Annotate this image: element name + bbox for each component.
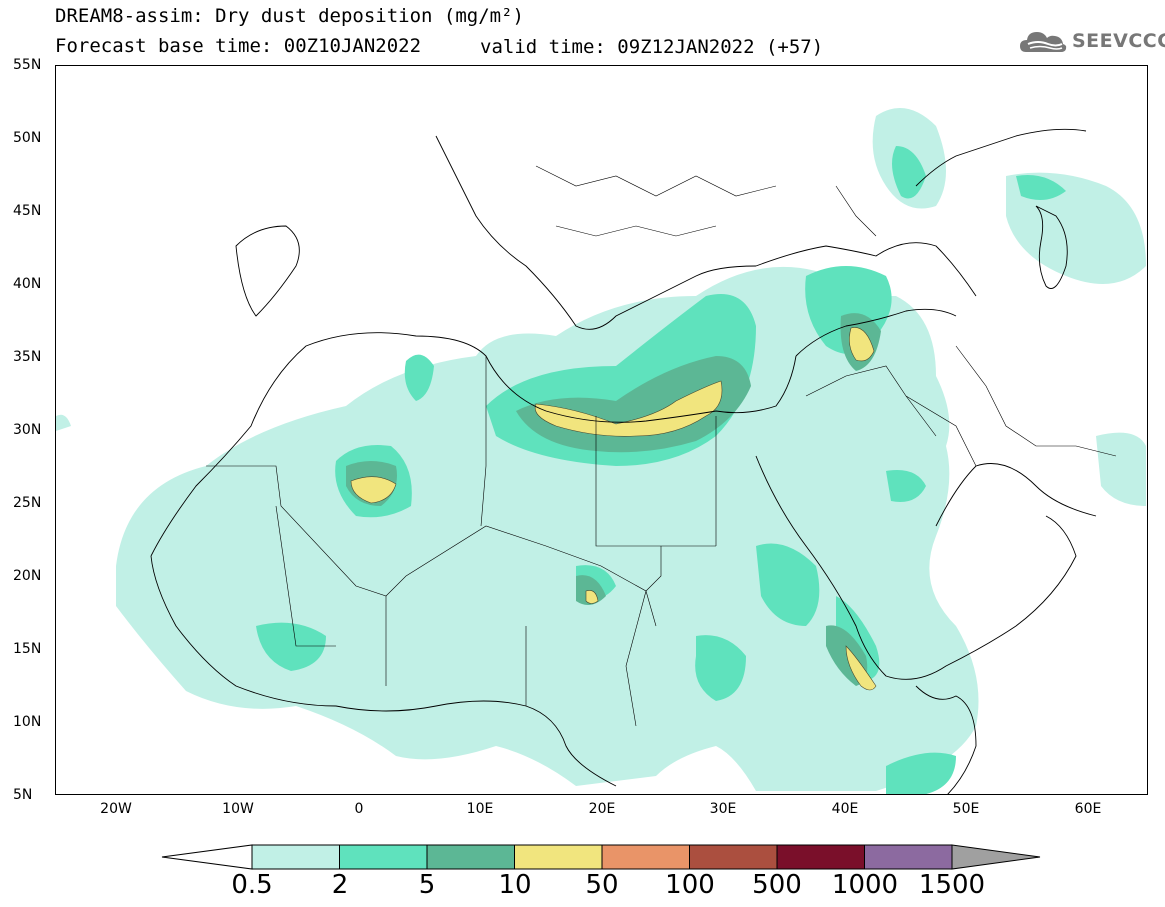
colorbar-cell <box>339 844 428 870</box>
colorbar-cell <box>864 844 953 870</box>
x-tick-label: 10E <box>466 801 494 817</box>
chart-title: DREAM8-assim: Dry dust deposition (mg/m²… <box>55 5 524 27</box>
colorbar-cell <box>251 844 340 870</box>
y-tick-label: 20N <box>13 568 42 584</box>
y-tick-label: 35N <box>13 349 42 365</box>
colorbar <box>161 844 1041 870</box>
country-borders <box>206 165 1117 727</box>
deposition-high-layer <box>350 327 877 691</box>
y-tick-label: 40N <box>13 276 42 292</box>
y-tick-label: 5N <box>13 787 33 803</box>
map-panel <box>55 65 1148 795</box>
x-tick-label: 40E <box>831 801 859 817</box>
legend-label: 2 <box>331 870 349 900</box>
y-tick-label: 30N <box>13 422 42 438</box>
colorbar-cell <box>601 844 690 870</box>
legend-label: 0.5 <box>231 870 273 900</box>
colorbar-cell <box>776 844 865 870</box>
colorbar-cell <box>689 844 778 870</box>
legend-label: 50 <box>585 870 619 900</box>
y-tick-label: 15N <box>13 641 42 657</box>
legend-label: 1500 <box>918 870 986 900</box>
deposition-light-layer <box>56 108 1146 792</box>
legend-label: 1000 <box>831 870 899 900</box>
legend-label: 5 <box>418 870 436 900</box>
colorbar-over-arrow <box>951 844 1041 870</box>
colorbar-under-arrow <box>161 844 253 870</box>
x-tick-label: 60E <box>1074 801 1102 817</box>
seevccc-logo: SEEVCCC <box>1018 24 1165 58</box>
legend-label: 100 <box>665 870 715 900</box>
cloud-icon <box>1020 32 1067 52</box>
y-tick-label: 50N <box>13 130 42 146</box>
valid-time-label: valid time: 09Z12JAN2022 (+57) <box>480 36 824 58</box>
base-time-label: Forecast base time: 00Z10JAN2022 <box>55 35 422 57</box>
coastlines <box>150 128 1097 794</box>
legend-label: 500 <box>752 870 802 900</box>
x-tick-label: 20E <box>588 801 616 817</box>
colorbar-cell <box>514 844 603 870</box>
y-tick-label: 55N <box>13 57 42 73</box>
colorbar-cell <box>426 844 515 870</box>
y-tick-label: 10N <box>13 714 42 730</box>
colorbar-cells <box>251 844 953 870</box>
y-tick-label: 45N <box>13 203 42 219</box>
x-tick-label: 50E <box>952 801 980 817</box>
x-tick-label: 0 <box>354 801 364 817</box>
logo-text: SEEVCCC <box>1072 30 1165 52</box>
x-tick-label: 10W <box>222 801 254 817</box>
dust-map <box>56 108 1146 794</box>
legend-label: 10 <box>498 870 532 900</box>
x-tick-label: 20W <box>100 801 132 817</box>
x-tick-label: 30E <box>709 801 737 817</box>
y-tick-label: 25N <box>13 495 42 511</box>
